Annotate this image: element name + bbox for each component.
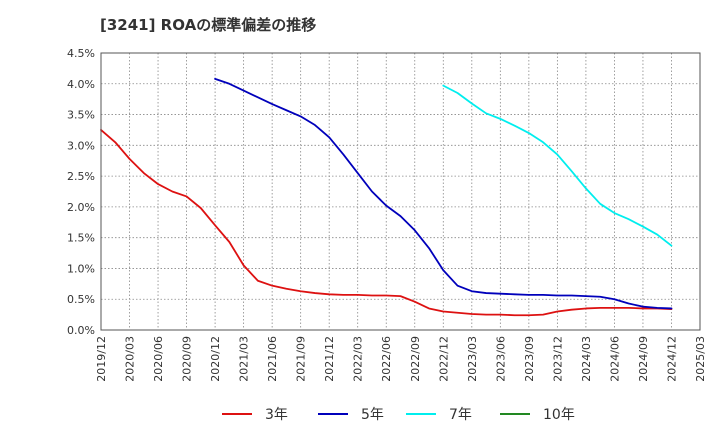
- x-tick-label: 2022/03: [352, 336, 365, 382]
- legend: 3年 5年 7年 10年: [222, 407, 575, 423]
- x-tick-label: 2022/09: [409, 336, 422, 382]
- x-tick-label: 2024/03: [580, 336, 593, 382]
- x-tick-label: 2021/12: [323, 336, 336, 382]
- x-tick-label: 2020/12: [209, 336, 222, 382]
- y-tick-label: 1.5%: [67, 232, 95, 245]
- x-tick-label: 2019/12: [95, 336, 108, 382]
- x-tick-label: 2024/06: [608, 336, 621, 382]
- x-tick-label: 2021/06: [266, 336, 279, 382]
- x-tick-label: 2021/03: [238, 336, 251, 382]
- legend-label: 7年: [449, 407, 472, 423]
- y-tick-label: 0.0%: [67, 324, 95, 337]
- x-tick-label: 2020/06: [152, 336, 165, 382]
- series-line-5年: [214, 77, 673, 310]
- series-line-3年: [100, 129, 673, 317]
- y-tick-label: 3.0%: [67, 139, 95, 152]
- series-line-7年: [442, 84, 673, 247]
- x-tick-label: 2022/12: [437, 336, 450, 382]
- y-tick-label: 2.0%: [67, 201, 95, 214]
- legend-label: 5年: [361, 407, 384, 423]
- x-tick-label: 2024/09: [637, 336, 650, 382]
- x-tick-label: 2021/09: [295, 336, 308, 382]
- y-tick-label: 2.5%: [67, 170, 95, 183]
- y-tick-label: 4.5%: [67, 47, 95, 60]
- y-tick-label: 0.5%: [67, 293, 95, 306]
- x-tick-label: 2023/12: [551, 336, 564, 382]
- y-tick-label: 4.0%: [67, 78, 95, 91]
- legend-label: 3年: [265, 407, 288, 423]
- grid-lines: [100, 52, 701, 331]
- y-axis-ticks: 0.0% 0.5% 1.0% 1.5% 2.0% 2.5% 3.0% 3.5% 4.0% 4.5%: [67, 47, 95, 337]
- plot-frame: [100, 52, 701, 331]
- series-lines: [100, 77, 673, 317]
- x-tick-label: 2024/12: [665, 336, 678, 382]
- x-axis-ticks: 2019/12 2020/03 2020/06 2020/09 2020/12 2021/…: [95, 336, 707, 382]
- x-tick-label: 2023/06: [494, 336, 507, 382]
- y-tick-label: 3.5%: [67, 109, 95, 122]
- x-tick-label: 2022/06: [380, 336, 393, 382]
- chart-title: [3241] ROAの標準偏差の推移: [100, 16, 317, 34]
- x-tick-label: 2025/03: [694, 336, 707, 382]
- x-tick-label: 2023/03: [466, 336, 479, 382]
- legend-label: 10年: [543, 407, 575, 423]
- y-tick-label: 1.0%: [67, 262, 95, 275]
- x-tick-label: 2023/09: [523, 336, 536, 382]
- x-tick-label: 2020/09: [181, 336, 194, 382]
- x-tick-label: 2020/03: [124, 336, 137, 382]
